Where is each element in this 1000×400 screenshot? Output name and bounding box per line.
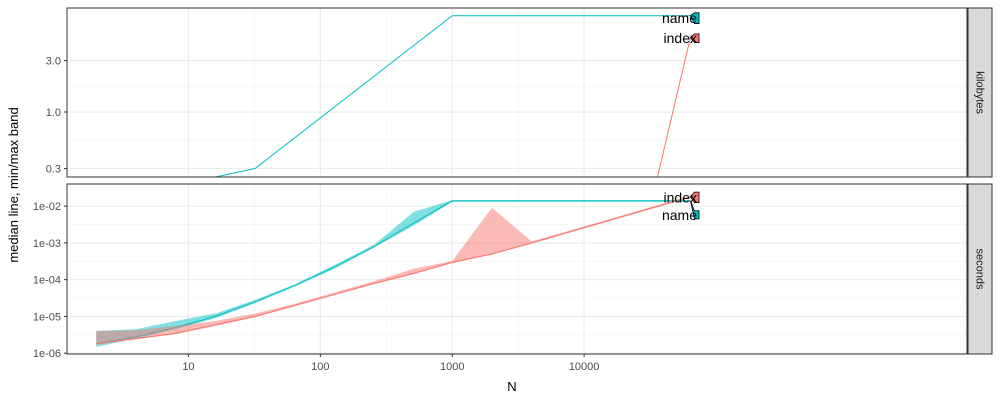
line-name-kilobytes xyxy=(212,15,691,177)
y-tick-label: 1e-03 xyxy=(33,238,61,250)
facet-strip-label: seconds xyxy=(974,249,986,290)
y-tick-label: 1e-05 xyxy=(33,311,61,323)
y-tick-label: 1e-06 xyxy=(33,348,61,360)
y-tick-label: 3.0 xyxy=(46,56,61,68)
panel-border xyxy=(66,183,968,355)
y-tick-label: 0.3 xyxy=(46,163,61,175)
plot-area-kilobytes xyxy=(212,15,691,177)
label-text-name-seconds: name xyxy=(662,207,697,223)
panels-layer: name index 0.3 1.0 3.0 kilobytes name index 1e-0… xyxy=(33,7,993,360)
panel-kilobytes: name index 0.3 1.0 3.0 kilobytes xyxy=(46,7,993,178)
plot-area-seconds xyxy=(96,195,691,347)
label-tag-index-kilobytes xyxy=(689,33,700,43)
facet-strip-label: kilobytes xyxy=(974,71,986,114)
gridlines xyxy=(67,8,967,177)
band-index-seconds xyxy=(96,195,691,345)
x-tick-label: 100 xyxy=(311,361,329,373)
y-tick-label: 1e-02 xyxy=(33,201,61,213)
panel-background xyxy=(67,184,967,354)
y-axis-title: median line, min/max band xyxy=(6,107,21,262)
line-index-kilobytes xyxy=(657,37,691,177)
label-tag-name-seconds xyxy=(690,200,700,220)
y-tick-label: 1.0 xyxy=(46,107,61,119)
x-axis-title: N xyxy=(507,379,516,394)
facet-strip-background xyxy=(967,7,993,178)
facet-strip-background xyxy=(967,183,993,355)
line-index-seconds xyxy=(96,196,691,345)
label-text-name-kilobytes: name xyxy=(662,10,697,26)
panel-background xyxy=(67,8,967,177)
y-tick-label: 1e-04 xyxy=(33,275,61,287)
label-text-index-seconds: index xyxy=(664,189,697,205)
x-tick-label: 10000 xyxy=(569,361,600,373)
label-text-index-kilobytes: index xyxy=(664,30,697,46)
x-tick-label: 10 xyxy=(182,361,194,373)
x-tick-label: 1000 xyxy=(440,361,464,373)
panel-seconds: name index 1e-06 1e-05 1e-04 1e-03 1e-02 second… xyxy=(33,183,993,360)
x-axis: 10 100 1000 10000 xyxy=(182,354,599,373)
label-tag-name-kilobytes xyxy=(689,12,700,24)
facet-strip-kilobytes: kilobytes xyxy=(967,7,993,178)
facet-strip-seconds: seconds xyxy=(967,183,993,355)
panel-border xyxy=(66,7,968,178)
label-tag-index-seconds xyxy=(689,191,700,203)
